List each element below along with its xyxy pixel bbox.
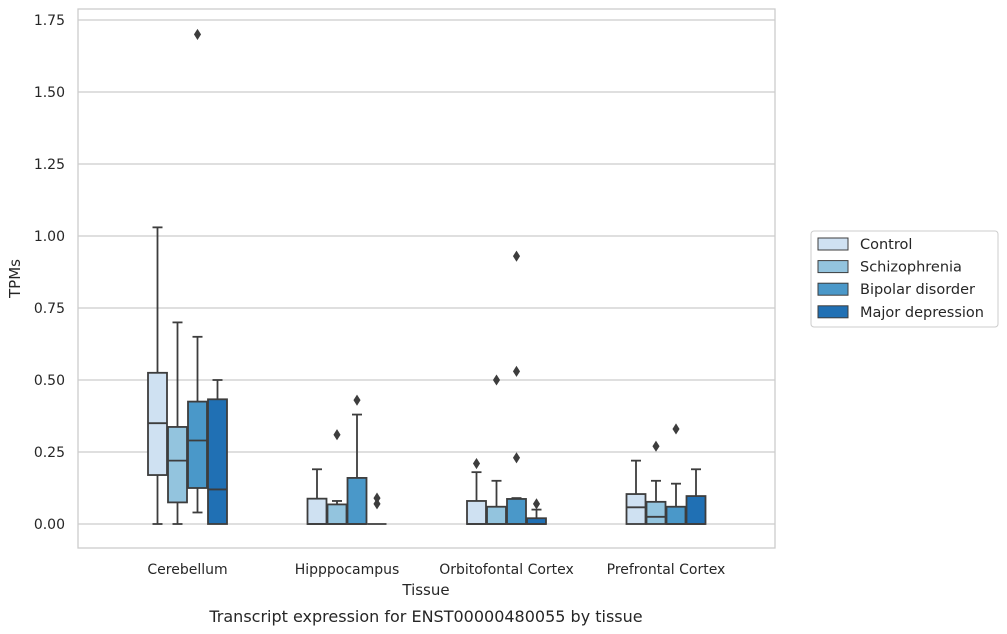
outlier-point — [652, 440, 660, 452]
legend-item: Major depression — [817, 305, 984, 321]
chart-caption: Transcript expression for ENST0000048005… — [208, 607, 642, 626]
outlier-point — [532, 498, 541, 510]
box-group — [685, 468, 707, 525]
box-group — [486, 374, 507, 525]
legend-swatch — [817, 282, 849, 296]
outlier-point — [193, 28, 202, 40]
box-group — [506, 250, 527, 525]
y-tick-label: 0.50 — [34, 373, 65, 389]
y-tick-label: 1.25 — [34, 157, 65, 173]
box-group — [306, 468, 328, 525]
box-group — [167, 321, 188, 525]
outlier-point — [373, 492, 381, 504]
series-major-depression — [207, 379, 707, 525]
y-tick-label: 1.75 — [34, 13, 65, 29]
legend-frame — [810, 230, 999, 328]
box-group — [326, 429, 348, 525]
outlier-point — [373, 498, 381, 510]
box-group — [367, 492, 387, 525]
box — [685, 495, 707, 525]
outlier-point — [472, 457, 481, 470]
box-group — [207, 379, 228, 525]
legend-label: Major depression — [860, 305, 984, 321]
box — [486, 505, 507, 525]
y-axis-title: TPMs — [6, 259, 24, 299]
box — [625, 493, 647, 525]
box-group — [625, 459, 647, 525]
y-tick-label: 0.00 — [34, 517, 65, 533]
y-tick-labels: 0.00 0.25 0.50 0.75 1.00 1.25 1.50 1.75 — [34, 13, 65, 533]
legend: Control Schizophrenia Bipolar disorder Majo… — [810, 230, 999, 328]
legend-label: Schizophrenia — [860, 260, 962, 276]
legend-item: Schizophrenia — [817, 260, 962, 276]
box — [346, 477, 368, 525]
legend-swatch — [817, 237, 849, 251]
y-tick-label: 0.75 — [34, 301, 65, 317]
legend-label: Bipolar disorder — [860, 282, 975, 298]
x-axis-title: Tissue — [401, 581, 449, 599]
x-tick-label: Cerebellum — [147, 562, 227, 578]
box-group — [147, 226, 168, 525]
box — [326, 503, 348, 525]
box-group — [466, 457, 487, 525]
box-group — [187, 28, 208, 514]
box — [665, 505, 687, 525]
box-group — [526, 498, 547, 525]
y-tick-label: 1.50 — [34, 85, 65, 101]
box-group — [645, 440, 667, 525]
series-bipolar-disorder — [187, 28, 687, 525]
outlier-point — [512, 452, 521, 464]
legend-label: Control — [860, 237, 912, 253]
box — [306, 497, 328, 525]
x-tick-label: Hipppocampus — [295, 562, 400, 578]
x-tick-labels: Cerebellum Hipppocampus Orbitofontal Corte… — [147, 562, 725, 578]
series-schizophrenia — [167, 321, 667, 525]
legend-item: Control — [817, 237, 912, 253]
plot-frame — [77, 8, 776, 549]
outlier-point — [512, 250, 521, 262]
box-series — [147, 28, 707, 525]
legend-item: Bipolar disorder — [817, 282, 975, 298]
box-group — [346, 394, 368, 525]
outlier-point — [492, 374, 501, 386]
y-tick-label: 0.25 — [34, 445, 65, 461]
legend-swatch — [817, 305, 849, 319]
outlier-point — [672, 423, 680, 435]
legend-swatch — [817, 260, 849, 274]
box — [167, 426, 188, 504]
x-tick-label: Prefrontal Cortex — [607, 562, 726, 578]
box — [645, 500, 667, 525]
y-tick-label: 1.00 — [34, 229, 65, 245]
box — [207, 398, 228, 525]
box — [506, 498, 527, 525]
box-group — [665, 423, 687, 525]
box — [466, 500, 487, 525]
series-control — [147, 226, 647, 525]
outlier-point — [333, 429, 341, 441]
x-tick-label: Orbitofontal Cortex — [439, 562, 574, 578]
outlier-point — [353, 394, 361, 406]
outlier-point — [512, 365, 521, 377]
box — [187, 400, 208, 489]
